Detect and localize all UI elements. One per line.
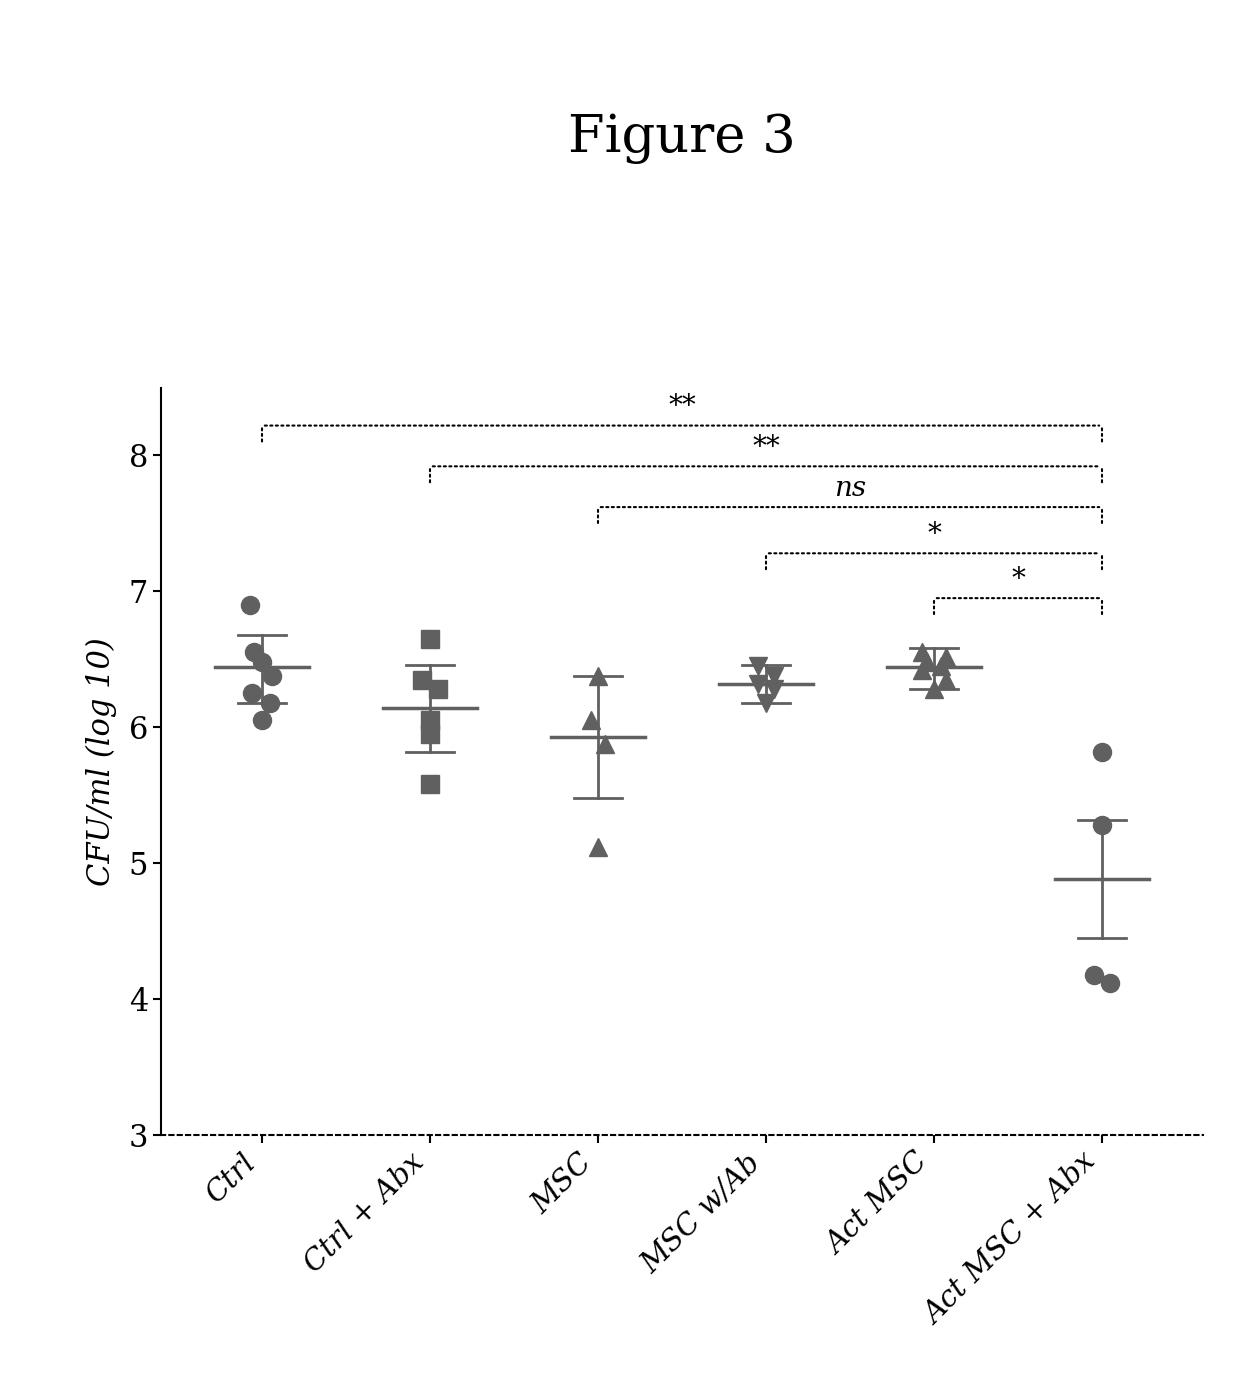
Text: ns: ns xyxy=(835,475,866,501)
Text: **: ** xyxy=(668,393,696,421)
Text: *: * xyxy=(928,520,941,548)
Text: *: * xyxy=(1011,566,1025,592)
Y-axis label: CFU/ml (log 10): CFU/ml (log 10) xyxy=(86,637,118,886)
Text: Figure 3: Figure 3 xyxy=(568,113,796,163)
Text: **: ** xyxy=(753,435,780,461)
